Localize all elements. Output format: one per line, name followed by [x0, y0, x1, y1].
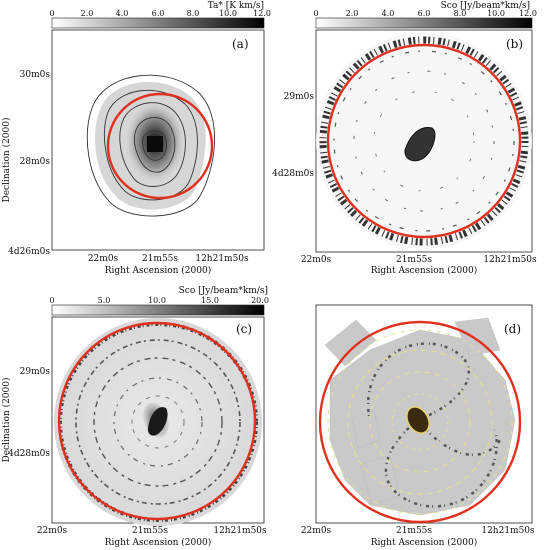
panel-label-c: (c) [236, 322, 252, 336]
colorbar-b-tick: 2.0 [346, 9, 359, 18]
xlabel-a: Right Ascension (2000) [105, 265, 211, 276]
xtick-b: 22m0s [301, 255, 332, 265]
colorbar-b-title: Sco [Jy/beam*km/s] [441, 1, 530, 11]
map-a [51, 29, 265, 251]
xtick-a: 22m0s [88, 254, 119, 264]
nucleus-b [404, 126, 436, 162]
colorbar-b-tick: 0 [313, 9, 318, 18]
xtick-a: 12h21m50s [195, 254, 249, 264]
xtick-c: 21m55s [132, 526, 168, 536]
ylabel-c: Declination (2000) [1, 378, 12, 463]
spiral-arms-d [366, 342, 502, 508]
overlay-contours-d [327, 329, 513, 515]
xtick-c: 12h21m50s [213, 526, 267, 536]
panel-a: Ta* [K km/s] 0 2.0 4.0 6.0 8.0 10.0 12.0… [1, 1, 271, 276]
xtick-b: 21m55s [396, 255, 432, 265]
panel-c: Sco [Jy/beam*km/s] 0 5.0 10.0 15.0 20.0 … [1, 286, 269, 548]
contours-c [131, 395, 185, 449]
noise-b [353, 70, 495, 212]
fov-circle-d [318, 320, 522, 524]
colorbar-c-tick: 10.0 [148, 296, 166, 305]
fov-circle-b [326, 43, 522, 239]
colorbar-a-tick: 6.0 [152, 9, 165, 18]
ytick-a: 28m0s [20, 157, 51, 167]
contours-c [75, 339, 241, 505]
xlabel-c: Right Ascension (2000) [105, 537, 211, 548]
edge-noise-b [333, 50, 515, 232]
colorbar-c-tick: 15.0 [201, 296, 219, 305]
colorbar-c [51, 304, 265, 316]
colorbar-a-tick: 12.0 [253, 9, 271, 18]
fov-circle-c [57, 321, 257, 521]
panel-d: (d) 22m0s 21m55s 12h21m50s Right Ascensi… [301, 304, 535, 548]
xtick-a: 21m55s [142, 254, 178, 264]
xtick-b: 12h21m50s [483, 255, 537, 265]
colorbar-c-tick: 0 [49, 296, 54, 305]
colorbar-a-tick: 4.0 [116, 9, 129, 18]
colorbar-a-tick: 8.0 [187, 9, 200, 18]
colorbar-b-tick: 10.0 [487, 9, 505, 18]
colorbar-b-tick: 6.0 [418, 9, 431, 18]
panel-label-d: (d) [504, 322, 521, 336]
colorbar-b [315, 17, 533, 29]
nucleus-d [406, 406, 430, 434]
fov-circle-a [106, 92, 214, 200]
colorbar-a-ticks: 0 2.0 4.0 6.0 8.0 10.0 12.0 [49, 9, 270, 18]
ylabel-a: Declination (2000) [1, 118, 12, 203]
colorbar-a [51, 17, 265, 29]
ytick-b: 29m0s [284, 92, 315, 102]
ytick-a: 4d26m0s [8, 247, 50, 257]
ytick-c: 29m0s [20, 367, 51, 377]
contours-a [86, 74, 216, 217]
panel-label-b: (b) [506, 37, 523, 51]
colorbar-b-tick: 4.0 [382, 9, 395, 18]
ytick-b: 4d28m0s [272, 169, 314, 179]
colorbar-b-ticks: 0 2.0 4.0 6.0 8.0 10.0 12.0 [313, 9, 536, 18]
colorbar-c-ticks: 0 5.0 10.0 15.0 20.0 [49, 296, 268, 305]
panel-label-a: (a) [232, 37, 249, 51]
peak-a [147, 136, 163, 152]
colorbar-c-tick: 20.0 [251, 296, 269, 305]
xlabel-b: Right Ascension (2000) [371, 265, 477, 276]
panel-b: Sco [Jy/beam*km/s] 0 2.0 4.0 6.0 8.0 10.… [272, 1, 537, 276]
xtick-d: 12h21m50s [481, 526, 535, 536]
colorbar-b-tick: 12.0 [519, 9, 537, 18]
xtick-c: 22m0s [37, 526, 68, 536]
colorbar-a-tick: 10.0 [219, 9, 237, 18]
colorbar-a-title: Ta* [K km/s] [208, 1, 264, 11]
colorbar-c-title: Sco [Jy/beam*km/s] [179, 286, 268, 296]
xtick-d: 22m0s [301, 526, 332, 536]
colorbar-a-tick: 2.0 [81, 9, 94, 18]
noise-b [373, 90, 475, 192]
contours-c [93, 357, 223, 487]
edge-noise-b [319, 36, 529, 246]
xtick-d: 21m55s [396, 526, 432, 536]
xlabel-d: Right Ascension (2000) [371, 537, 477, 548]
ytick-a: 30m0s [20, 70, 51, 80]
nucleus-c [147, 407, 168, 436]
contours-c [113, 377, 203, 467]
colorbar-c-tick: 5.0 [98, 296, 111, 305]
colorbar-b-tick: 8.0 [454, 9, 467, 18]
ytick-c: 4d28m0s [8, 449, 50, 459]
colorbar-a-tick: 0 [49, 9, 54, 18]
